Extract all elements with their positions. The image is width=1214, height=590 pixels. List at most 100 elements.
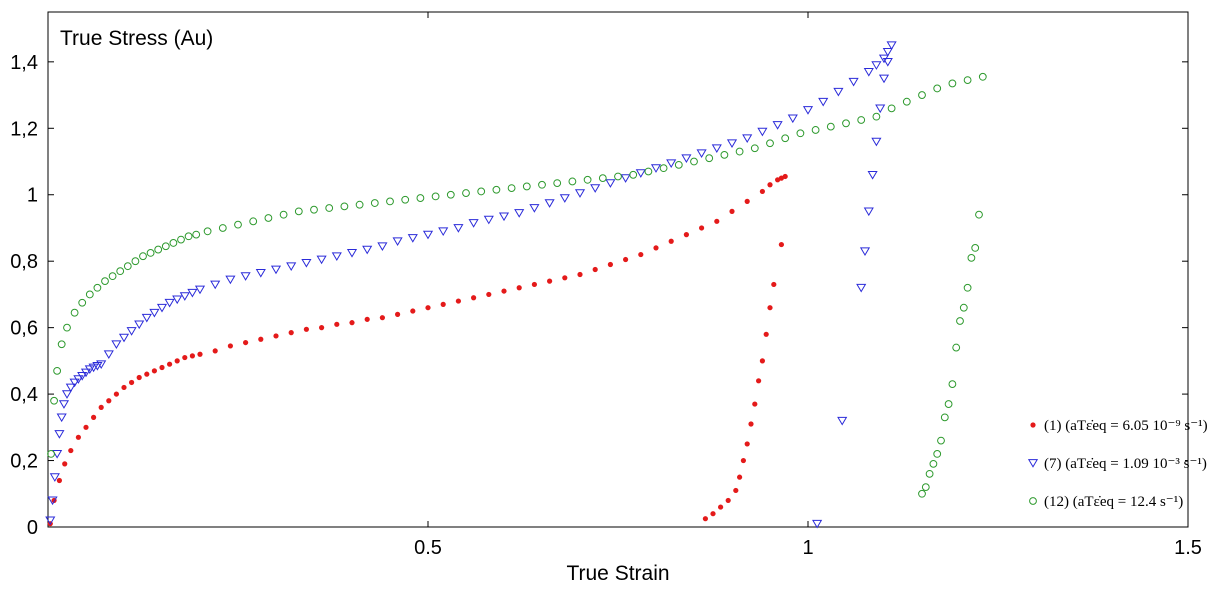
data-point — [303, 326, 309, 332]
data-point — [967, 253, 976, 262]
data-point — [218, 224, 227, 232]
data-point — [258, 336, 264, 342]
data-point — [425, 305, 431, 311]
data-point — [538, 180, 546, 189]
data-point — [121, 384, 127, 391]
data-point — [279, 210, 288, 219]
data-point — [878, 74, 890, 84]
data-point — [733, 487, 739, 494]
data-point — [826, 122, 835, 131]
data-point — [705, 154, 714, 163]
data-point — [197, 351, 203, 357]
data-point — [653, 245, 659, 251]
series-3 — [47, 72, 987, 498]
x-axis-title: True Strain — [566, 562, 669, 585]
data-point — [963, 283, 972, 292]
data-point — [710, 511, 716, 517]
data-point — [471, 295, 477, 301]
data-point — [796, 129, 805, 138]
data-point — [574, 189, 586, 198]
data-point — [331, 252, 342, 261]
data-point — [184, 232, 193, 241]
data-point — [729, 208, 735, 214]
data-point — [620, 174, 631, 183]
data-point — [483, 215, 494, 225]
data-point — [711, 144, 722, 153]
data-point — [975, 210, 983, 219]
data-point — [726, 139, 738, 149]
data-point — [159, 364, 165, 371]
data-point — [592, 266, 598, 273]
data-point — [702, 516, 709, 522]
data-point — [725, 497, 731, 504]
data-point — [531, 281, 538, 288]
data-point — [126, 327, 137, 336]
data-point — [856, 283, 867, 293]
data-point — [407, 234, 418, 243]
data-point — [392, 237, 403, 247]
data-point — [49, 473, 60, 482]
data-point — [362, 245, 373, 255]
data-point — [959, 303, 968, 312]
data-point — [882, 48, 893, 57]
data-point — [101, 277, 109, 286]
data-point — [644, 167, 653, 176]
data-point — [952, 343, 961, 352]
data-point — [73, 375, 84, 384]
data-point — [45, 516, 56, 526]
data-point — [325, 204, 334, 212]
data-point — [940, 413, 949, 422]
axis-ticks — [48, 12, 1189, 528]
data-point — [668, 238, 674, 244]
data-point — [666, 159, 677, 168]
y-tick-label: 0 — [27, 517, 38, 539]
data-point — [146, 248, 155, 257]
data-point — [740, 457, 747, 464]
data-point — [875, 104, 886, 114]
data-point — [243, 339, 249, 346]
data-point — [742, 134, 753, 144]
legend-label-3: (12) (aTε̇eq = 12.4 s⁻¹) — [1044, 494, 1183, 510]
data-point — [349, 320, 355, 326]
data-point — [492, 185, 501, 194]
data-point — [486, 291, 492, 298]
data-point — [379, 315, 385, 321]
data-point — [116, 267, 125, 276]
data-point — [264, 214, 273, 222]
data-point — [395, 311, 401, 317]
x-tick-label: 1 — [802, 537, 813, 559]
y-tick-label: 0,2 — [10, 451, 38, 473]
data-point — [925, 469, 934, 478]
data-point — [210, 280, 221, 290]
data-point — [629, 170, 638, 179]
data-point — [340, 202, 349, 211]
data-point — [944, 400, 953, 408]
data-point — [547, 278, 553, 284]
data-point — [108, 272, 117, 281]
data-point — [53, 366, 62, 375]
data-point — [270, 265, 282, 275]
data-point — [346, 249, 358, 258]
legend-label-1: (1) (aTε̇eq = 6.05 10⁻⁹ s⁻¹) — [1044, 418, 1208, 434]
data-point — [98, 404, 104, 410]
data-point — [921, 483, 930, 492]
data-point — [468, 219, 479, 228]
data-point — [462, 189, 470, 197]
data-point — [438, 227, 449, 237]
data-point — [748, 421, 754, 427]
data-point — [455, 298, 461, 304]
data-point — [422, 230, 434, 240]
data-point — [833, 87, 844, 97]
data-point — [659, 164, 668, 173]
data-point — [47, 450, 55, 458]
data-point — [737, 474, 743, 480]
data-point — [167, 361, 173, 367]
y-tick-label: 0,6 — [10, 318, 38, 340]
data-point — [771, 281, 777, 288]
data-point — [498, 212, 510, 222]
y-tick-label: 1,4 — [10, 52, 38, 74]
data-point — [61, 390, 73, 399]
data-point — [507, 184, 516, 192]
data-point — [334, 321, 340, 327]
y-tick-label: 1 — [27, 185, 38, 207]
